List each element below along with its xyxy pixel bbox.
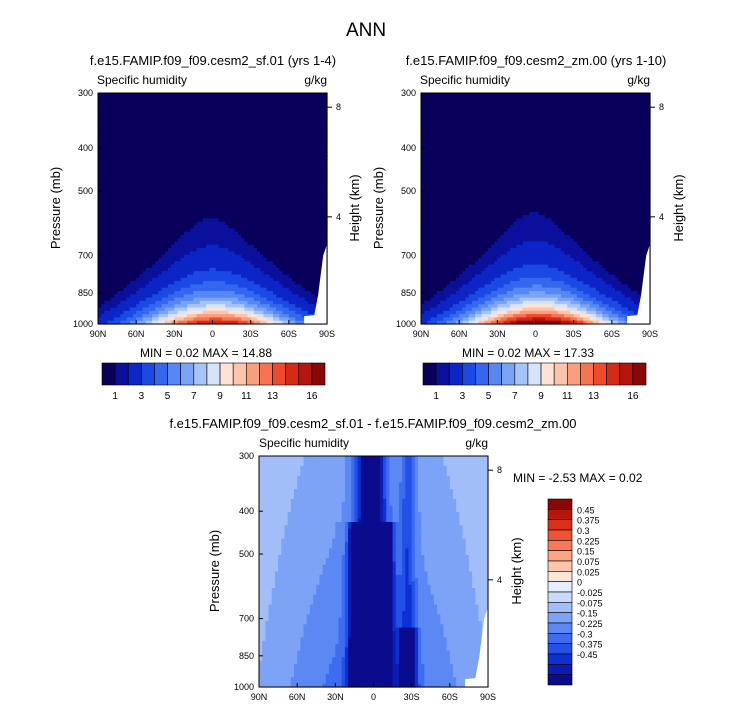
panel-1: f.e15.FAMIP.f09_f09.cesm2_sf.01 (yrs 1-4… — [48, 53, 362, 402]
figure-title: ANN — [346, 20, 386, 41]
panel-1-title: f.e15.FAMIP.f09_f09.cesm2_sf.01 (yrs 1-4… — [90, 53, 336, 68]
figure: ANN f.e15.FAMIP.f09_f09.cesm2_sf.01 (yrs… — [0, 0, 733, 712]
panel-1-plot-area — [98, 93, 328, 325]
panel-1-units-label: g/kg — [304, 73, 327, 87]
panel-1-variable-label: Specific humidity — [97, 73, 187, 87]
